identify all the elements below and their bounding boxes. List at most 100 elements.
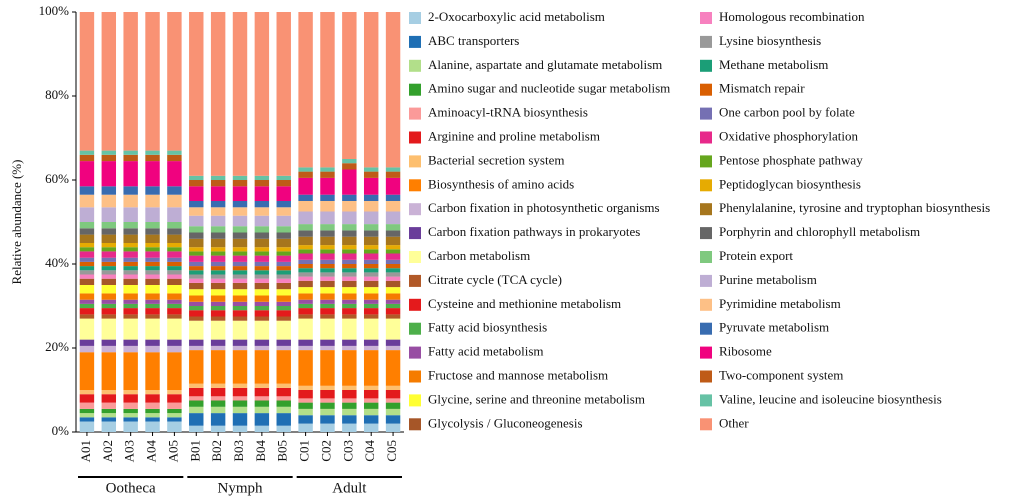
bar-segment [189,255,204,262]
bar-segment [232,310,248,317]
bar-segment [123,150,138,155]
bar-segment [167,243,182,248]
bar-segment [189,247,204,252]
bar-segment [232,251,248,256]
bar-segment [167,390,182,395]
bar-segment [276,320,291,340]
bar-segment [254,345,270,351]
bar-segment [167,352,182,390]
legend-swatch [409,155,421,168]
legend-swatch [409,227,421,240]
bar-segment [232,396,248,401]
bar-segment [79,408,95,414]
bar-segment [79,345,95,353]
bar-segment [254,295,270,302]
bar-segment [79,293,95,300]
bar-segment [79,413,95,418]
bar-segment [123,394,138,403]
bar-segment [254,350,270,384]
bar-segment [145,299,160,304]
bar-segment [145,194,160,208]
bar-segment [363,303,379,309]
bar-segment [101,421,117,432]
bar-segment [123,251,138,258]
bar-segment [254,400,270,407]
legend-label: Carbon metabolism [428,248,530,263]
bar-segment [363,259,379,264]
legend-swatch [700,274,712,287]
bar-segment [210,261,226,267]
bar-segment [254,383,270,388]
bar-segment [145,243,160,248]
bar-segment [210,339,226,346]
bar-segment [385,171,401,178]
bar-segment [189,306,204,311]
bar-segment [385,268,401,273]
bar-segment [320,390,335,399]
bar-segment [298,259,313,264]
bar-segment [101,186,117,195]
bar-segment [342,268,357,273]
bar-segment [101,293,117,300]
x-tick-label: C05 [384,440,399,462]
bar-segment [79,274,95,279]
bar-segment [123,154,138,162]
bar-segment [320,276,335,281]
bar-segment [298,12,313,168]
bar-segment [123,228,138,235]
bar-segment [342,194,357,201]
bar-segment [123,308,138,315]
bar-segment [232,282,248,290]
bar-segment [79,247,95,252]
bar-segment [276,339,291,346]
legend-label: Pentose phosphate pathway [719,152,863,167]
bar-segment [276,266,291,271]
legend-label: Biosynthesis of amino acids [428,176,574,191]
group-label: Adult [332,480,367,496]
bar-segment [210,387,226,397]
bar-segment [210,413,226,426]
bar-segment [298,314,313,319]
bar-segment [167,194,182,208]
bar-segment [320,259,335,264]
bar-segment [167,394,182,403]
legend-swatch [409,203,421,216]
bar-segment [189,400,204,407]
legend-label: Protein export [719,248,793,263]
bar-segment [276,247,291,252]
bar-segment [167,150,182,155]
bar-segment [210,320,226,340]
bar-segment [232,238,248,248]
bar-segment [254,180,270,187]
bar-segment [232,387,248,397]
bar-segment [123,257,138,262]
legend-label: Other [719,415,749,430]
bar-segment [189,396,204,401]
bar-segment [101,402,117,409]
bar-segment [189,282,204,290]
bar-segment [363,350,379,386]
bar-segment [363,345,379,351]
bar-segment [298,177,313,195]
bar-segment [167,257,182,262]
bar-segment [298,350,313,386]
bar-segment [79,278,95,285]
bar-segment [254,175,270,180]
bar-segment [145,161,160,187]
bar-segment [101,318,117,340]
y-tick-label: 100% [39,3,70,18]
bar-segment [363,415,379,424]
bar-segment [254,251,270,256]
legend-label: ABC transporters [428,33,519,48]
legend-swatch [700,298,712,311]
bar-segment [145,274,160,279]
bar-segment [254,207,270,216]
bar-segment [123,266,138,271]
bar-segment [298,280,313,288]
bar-segment [210,295,226,302]
bar-segment [298,171,313,178]
bar-segment [363,398,379,403]
bar-segment [79,243,95,248]
bar-segment [363,402,379,409]
bar-segment [123,314,138,319]
